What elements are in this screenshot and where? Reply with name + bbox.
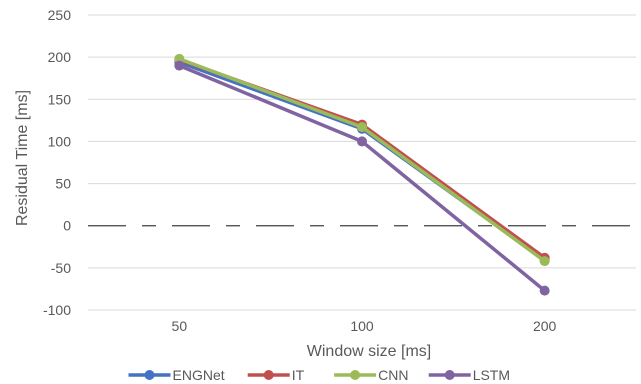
data-point xyxy=(174,60,185,71)
series-cnn xyxy=(174,53,550,267)
y-tick-label: -100 xyxy=(43,302,71,318)
legend: ENGNet IT CNN LSTM xyxy=(128,367,510,383)
x-axis-title: Window size [ms] xyxy=(307,343,431,360)
series-line xyxy=(177,60,547,263)
legend-item-lstm: LSTM xyxy=(428,367,510,383)
y-tick-labels: -100 -50 0 50 100 150 200 250 xyxy=(43,7,71,318)
legend-label: ENGNet xyxy=(173,367,225,383)
y-tick-label: -50 xyxy=(51,260,71,276)
series-lines xyxy=(174,53,550,296)
x-tick-label: 100 xyxy=(350,318,374,334)
y-tick-label: 200 xyxy=(48,49,72,65)
x-tick-label: 50 xyxy=(172,318,188,334)
y-tick-label: 150 xyxy=(48,91,72,107)
data-point xyxy=(357,136,367,147)
legend-label: LSTM xyxy=(473,367,510,383)
x-tick-labels: 50 100 200 xyxy=(172,318,557,334)
legend-marker xyxy=(263,370,274,380)
series-lstm xyxy=(174,60,550,296)
legend-marker xyxy=(444,370,455,380)
data-point xyxy=(357,122,367,133)
legend-label: IT xyxy=(292,367,305,383)
y-tick-label: 0 xyxy=(63,218,71,234)
x-tick-label: 200 xyxy=(533,318,557,334)
legend-item-it: IT xyxy=(247,367,305,383)
data-point xyxy=(539,285,550,296)
legend-label: CNN xyxy=(378,367,408,383)
y-tick-label: 50 xyxy=(55,176,71,192)
legend-marker xyxy=(350,370,361,380)
gridlines xyxy=(88,14,636,311)
legend-item-cnn: CNN xyxy=(334,367,408,383)
legend-marker xyxy=(144,370,155,380)
y-axis-title: Residual Time [ms] xyxy=(14,90,31,226)
y-tick-label: 250 xyxy=(48,7,72,23)
y-tick-label: 100 xyxy=(48,133,72,149)
data-point xyxy=(539,256,550,267)
legend-item-engnet: ENGNet xyxy=(128,367,225,383)
